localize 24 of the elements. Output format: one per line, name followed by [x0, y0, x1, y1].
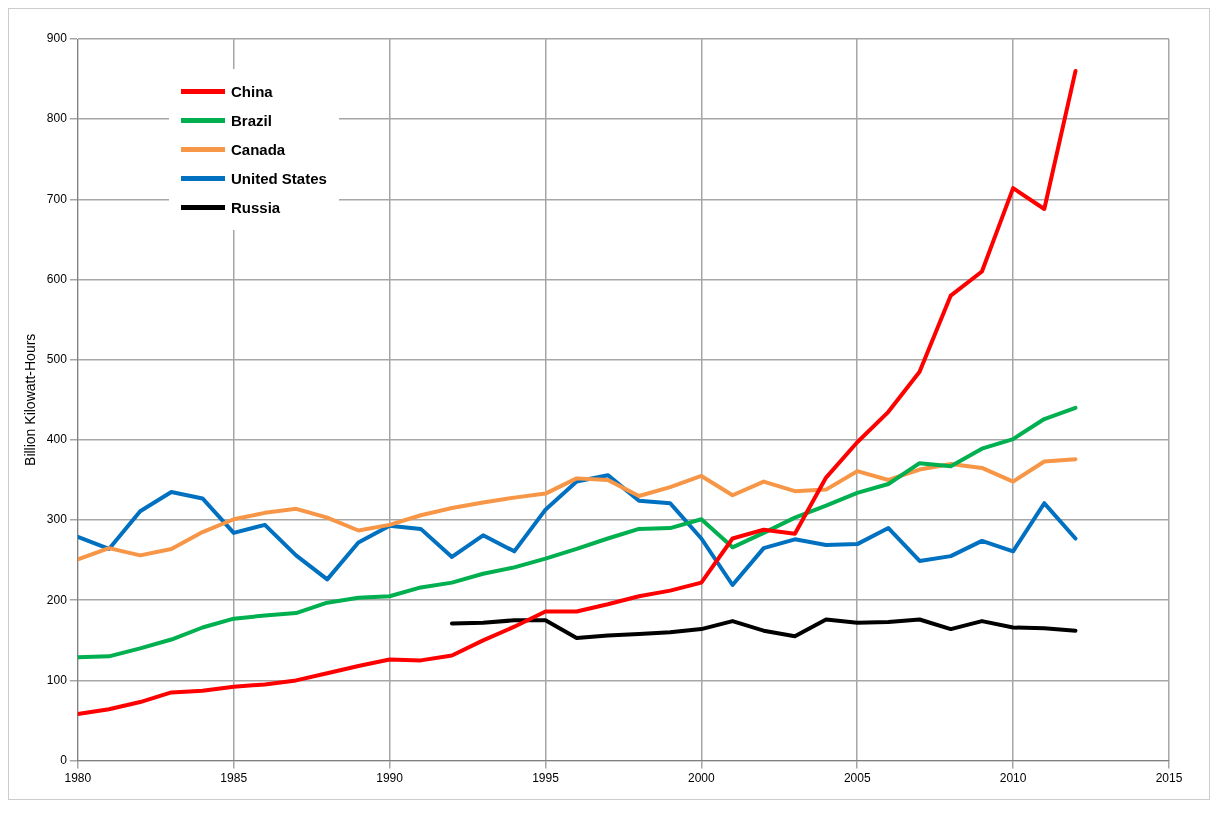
x-tick-label: 1985: [220, 771, 248, 786]
x-tick-label: 2000: [688, 771, 716, 786]
x-tick-label: 1995: [532, 771, 560, 786]
x-tick-label: 2005: [843, 771, 871, 786]
y-tick-label: 100: [46, 672, 68, 687]
y-tick-label: 0: [60, 752, 68, 767]
x-tick-label: 1980: [64, 771, 92, 786]
y-tick-label: 300: [46, 512, 68, 527]
legend-label: Brazil: [231, 112, 272, 129]
legend-label: Russia: [231, 199, 281, 216]
x-tick-label: 2010: [999, 771, 1027, 786]
y-tick-label: 800: [46, 111, 68, 126]
y-tick-label: 200: [46, 592, 68, 607]
y-tick-label: 900: [46, 31, 68, 46]
legend-label: United States: [231, 170, 327, 187]
legend-label: Canada: [231, 141, 286, 158]
y-tick-label: 700: [46, 191, 68, 206]
x-tick-label: 1990: [376, 771, 404, 786]
y-tick-label: 600: [46, 271, 68, 286]
legend-label: China: [231, 83, 273, 100]
y-axis-title: Billion Kilowatt-Hours: [22, 333, 39, 466]
y-tick-label: 500: [46, 352, 68, 367]
x-tick-label: 2015: [1155, 771, 1183, 786]
y-tick-label: 400: [46, 432, 68, 447]
